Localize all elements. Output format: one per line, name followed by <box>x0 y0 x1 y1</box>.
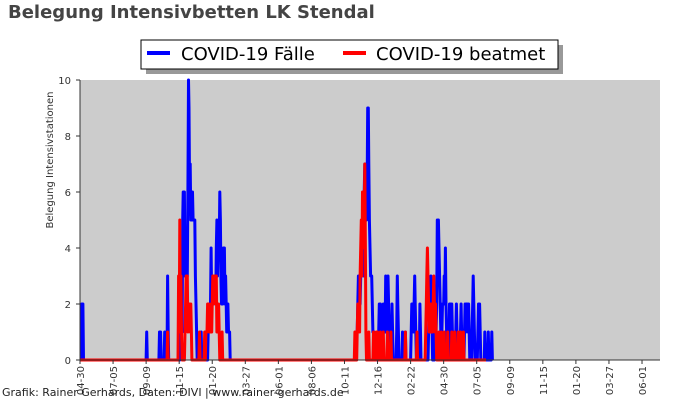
legend-label-beatmet: COVID-19 beatmet <box>376 44 545 65</box>
y-tick-label: 4 <box>65 244 71 255</box>
x-tick-label: 06-01 <box>274 366 285 395</box>
credit-line: Grafik: Rainer Gerhards, Daten: DIVI | w… <box>2 386 344 399</box>
x-tick-label: 09-09 <box>142 366 153 395</box>
axis-layer: 0 2 4 6 8 10 04-30 07-05 09-09 11-15 01-20 03-27 06-… <box>58 76 660 395</box>
y-tick-label: 0 <box>65 356 71 367</box>
y-tick-label: 2 <box>65 300 71 311</box>
x-tick-label: 01-20 <box>572 366 583 395</box>
y-tick-label: 8 <box>65 132 71 143</box>
x-tick-label: 01-20 <box>208 366 219 395</box>
x-tick-label: 04-30 <box>440 366 451 395</box>
x-tick-label: 04-30 <box>76 366 87 395</box>
chart-title: Belegung Intensivbetten LK Stendal <box>8 2 375 23</box>
x-tick-label: 03-27 <box>605 366 616 395</box>
y-tick-label: 10 <box>58 76 71 87</box>
x-tick-label: 08-06 <box>307 366 318 395</box>
x-tick-label: 11-15 <box>539 366 550 395</box>
x-tick-label: 07-05 <box>473 366 484 395</box>
x-tick-label: 03-27 <box>241 366 252 395</box>
x-tick-label: 11-15 <box>175 366 186 395</box>
x-tick-label: 02-22 <box>407 366 418 395</box>
x-tick-label: 09-09 <box>506 366 517 395</box>
y-axis-label: Belegung Intensivstationen <box>45 91 56 228</box>
legend: COVID-19 Fälle COVID-19 beatmet <box>140 39 563 74</box>
y-tick-label: 6 <box>65 188 71 199</box>
legend-label-faelle: COVID-19 Fälle <box>181 44 315 65</box>
x-tick-label: 07-05 <box>109 366 120 395</box>
x-tick-label: 06-01 <box>638 366 649 395</box>
x-tick-label: 10-11 <box>340 366 351 395</box>
x-tick-label: 12-16 <box>374 366 385 395</box>
